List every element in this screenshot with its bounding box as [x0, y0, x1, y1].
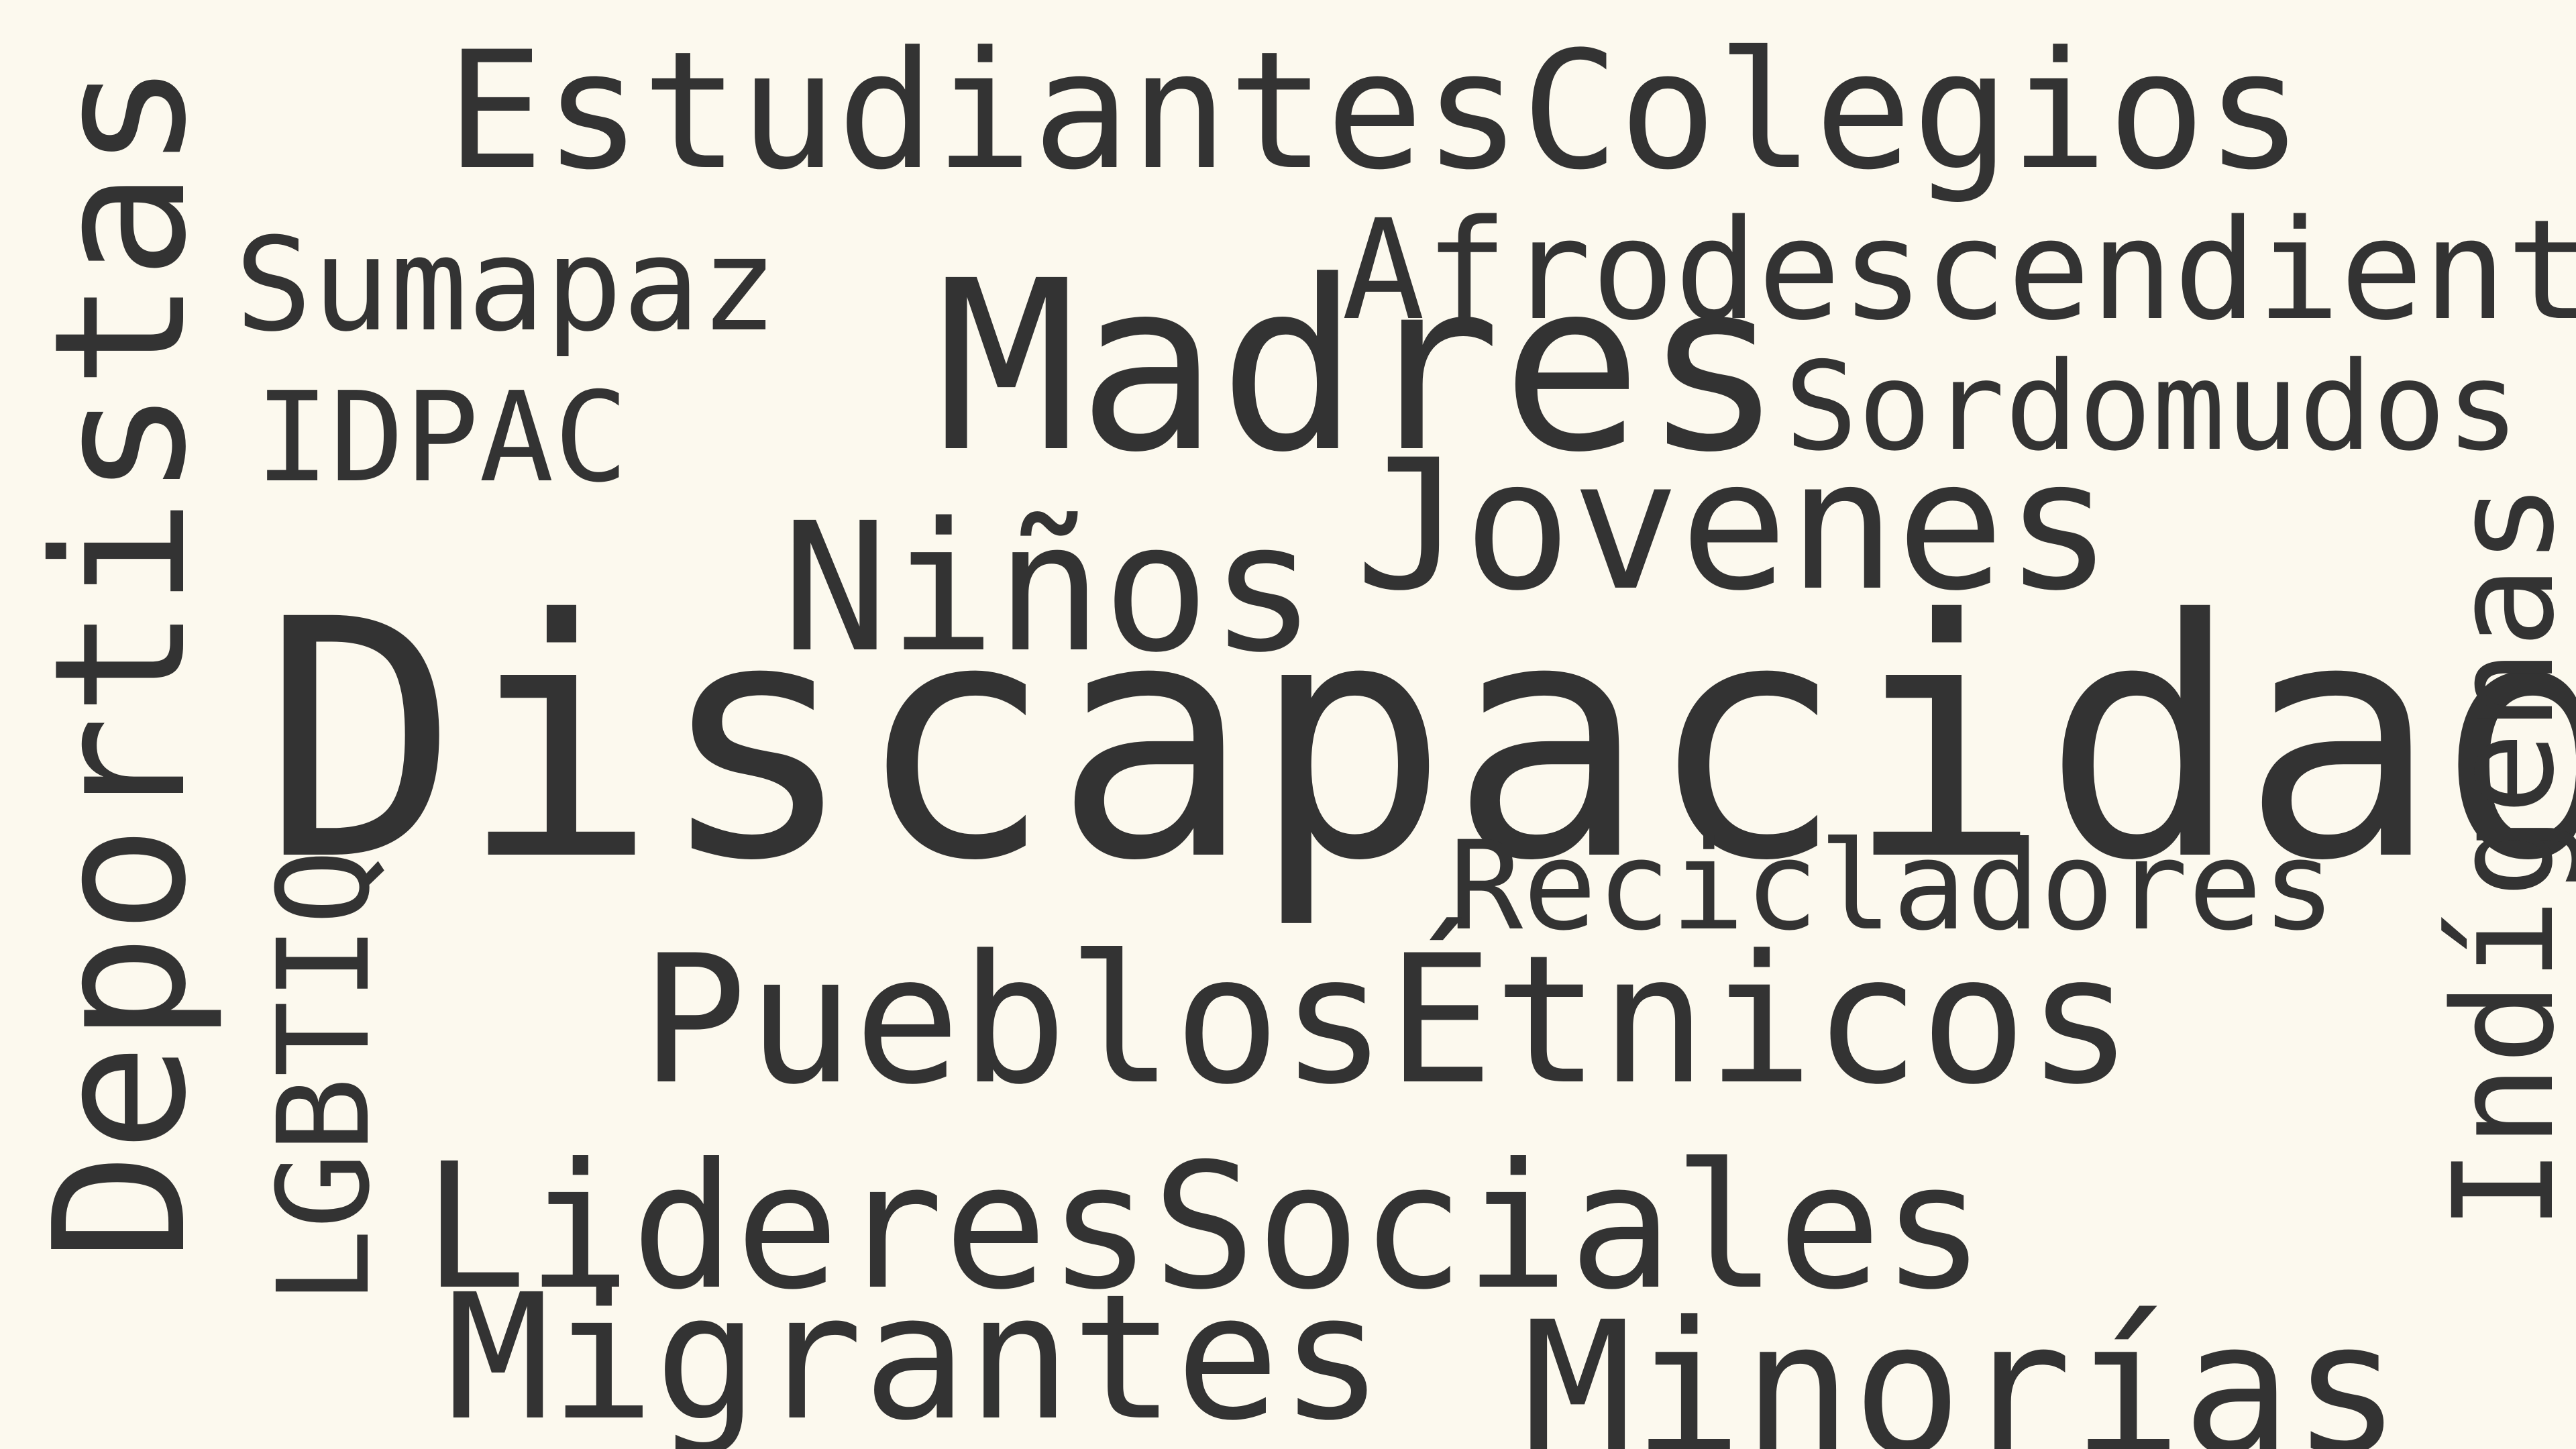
word-idpac: IDPAC: [255, 365, 629, 510]
word-minorias: Minorías: [1523, 1283, 2402, 1449]
word-migrantes: Migrantes: [446, 1257, 1384, 1449]
word-ninos: Niños: [782, 485, 1317, 692]
word-deportistas: Deportistas: [15, 61, 226, 1261]
word-lideres-sociales: LideresSociales: [423, 1126, 1986, 1328]
word-madres: Madres: [936, 230, 1784, 504]
word-estudiantes-colegios: EstudiantesColegios: [446, 17, 2304, 206]
word-sordomudos: Sordomudos: [1784, 335, 2520, 478]
word-jovenes: Jovenes: [1355, 421, 2113, 631]
word-pueblos-etnicos: PueblosÉtnicos: [641, 918, 2134, 1124]
word-indigenas: Indígenas: [2424, 482, 2576, 1231]
word-discapacidad: Discapacidad: [262, 549, 2576, 932]
word-sumapaz: Sumapaz: [235, 211, 778, 360]
word-afrodescendiente: Afrodescendiente: [1342, 190, 2576, 351]
word-recicladores: Recicladores: [1449, 815, 2337, 958]
word-lgbtiq: LGBTIQ: [251, 849, 398, 1305]
